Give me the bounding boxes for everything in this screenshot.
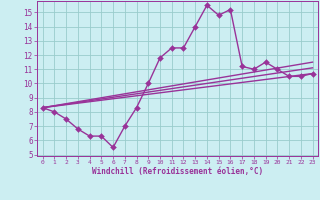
X-axis label: Windchill (Refroidissement éolien,°C): Windchill (Refroidissement éolien,°C)	[92, 167, 263, 176]
